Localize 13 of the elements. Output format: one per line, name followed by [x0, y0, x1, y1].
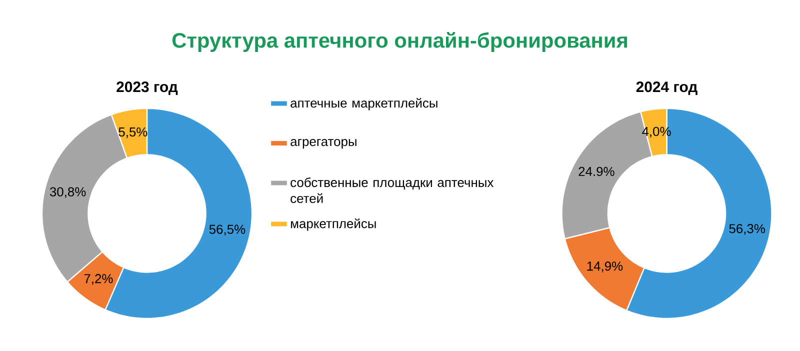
data-label: 56,5%: [209, 224, 246, 236]
chart-subtitle: 2024 год: [636, 82, 698, 95]
data-label: 7,2%: [84, 274, 113, 285]
data-label: 24.9%: [578, 166, 614, 176]
data-label: 56,3%: [729, 224, 765, 235]
data-label: 14,9%: [587, 262, 623, 272]
data-label: 30,8%: [50, 187, 86, 198]
legend-label: аптечные маркетплейсы: [290, 98, 438, 110]
legend-label: агрегаторы: [290, 139, 356, 149]
legend-label: собственные площадки аптечных сетей: [290, 177, 494, 204]
legend-label: маркетплейсы: [290, 218, 376, 231]
chart-subtitle: 2023 год: [116, 82, 178, 95]
chart-title: Структура аптечного онлайн-бронирования: [172, 32, 628, 52]
